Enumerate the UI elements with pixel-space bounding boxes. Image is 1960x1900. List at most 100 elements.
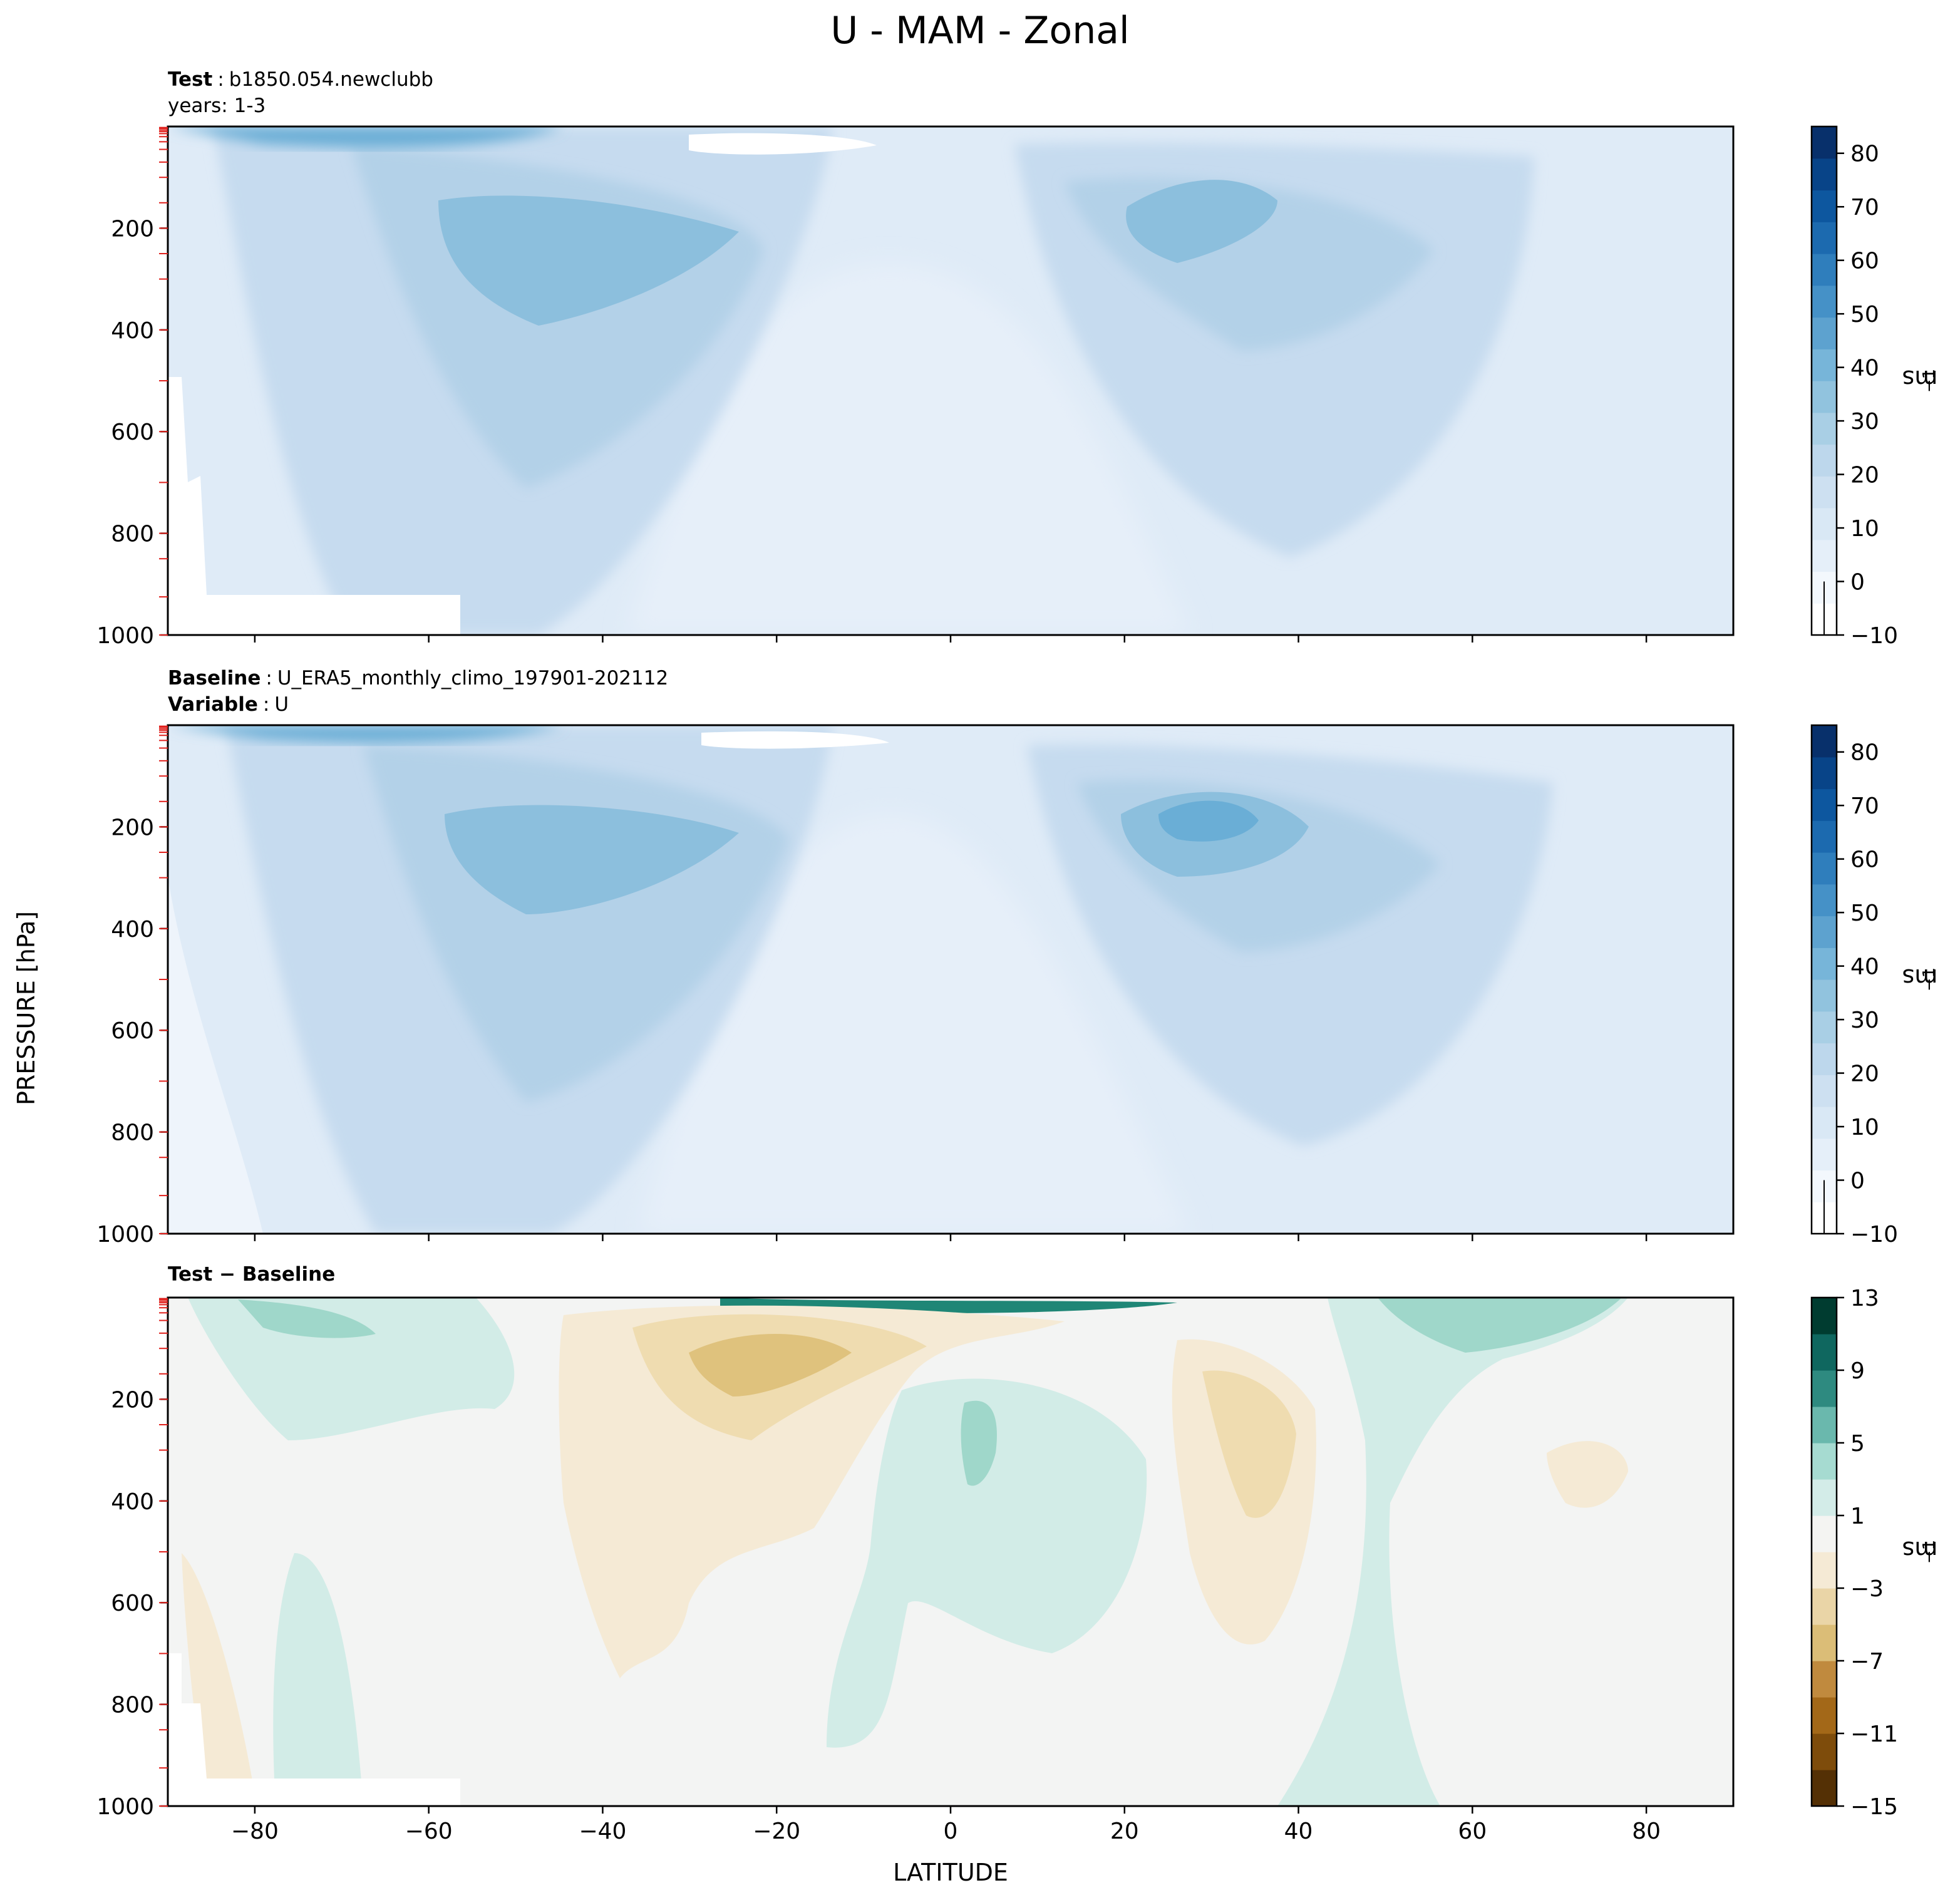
- panel-test-subtitle: Test: b1850.054.newclubb years: 1-3: [168, 66, 433, 119]
- y-tick-label: 1000: [96, 623, 154, 649]
- colorbar-test-segment: [1812, 222, 1837, 254]
- colorbar-diff-segment: [1812, 1733, 1837, 1770]
- colorbar-diff-tick-label: 1: [1850, 1504, 1865, 1529]
- x-tick-label: −20: [753, 1819, 800, 1844]
- colorbar-baseline-segment: [1812, 1043, 1837, 1075]
- colorbar-test-segment: [1812, 412, 1837, 445]
- panel-baseline-top-easterly: [701, 731, 889, 749]
- colorbar-baseline-tick-label: 0: [1850, 1169, 1865, 1194]
- colorbar-diff-segment: [1812, 1443, 1837, 1480]
- colorbar-units-baseline: ms −1: [1902, 964, 1939, 992]
- colorbar-baseline-tick-label: 40: [1850, 954, 1879, 980]
- colorbar-test-segment: [1812, 190, 1837, 222]
- panel-test-subtitle-line1: Test: b1850.054.newclubb: [168, 68, 433, 91]
- colorbar-test-tick-label: −10: [1850, 623, 1898, 649]
- panel-test-sh-jet-core: [438, 195, 739, 326]
- colorbar-test-segment: [1812, 508, 1837, 540]
- panel-test-top-easterly: [689, 133, 877, 155]
- panel-test-sh-polar-jet: [168, 126, 564, 148]
- y-tick-label: 200: [111, 216, 154, 242]
- x-tick-label: 60: [1458, 1819, 1487, 1844]
- colorbar-diff-segment: [1812, 1661, 1837, 1698]
- y-tick-label: 200: [111, 1387, 154, 1413]
- colorbar-test-tick-label: 60: [1850, 249, 1879, 274]
- colorbar-test-tick-label: 80: [1850, 142, 1879, 167]
- panel-diff-subtitle-key: Test − Baseline: [168, 1263, 336, 1286]
- panel-baseline-variable-value: U: [274, 693, 289, 716]
- y-axis-label: PRESSURE [hPa]: [13, 911, 40, 1106]
- panel-baseline-equatorial-band: [639, 814, 1190, 1234]
- colorbar-test-segment: [1812, 285, 1837, 318]
- colorbar-baseline-segment: [1812, 1075, 1837, 1107]
- panel-test-nh-jet-core: [1126, 180, 1277, 263]
- y-tick-label: 600: [111, 1018, 154, 1044]
- colorbar-baseline-segment: [1812, 884, 1837, 917]
- panel-diff-pos-sh-lower: [273, 1553, 363, 1806]
- x-tick-label: −80: [231, 1819, 279, 1844]
- panel-test-subtitle-key: Test: [168, 68, 213, 91]
- colorbar-baseline-segment: [1812, 947, 1837, 980]
- colorbar-diff-segment: [1812, 1479, 1837, 1516]
- x-tick-label: 20: [1110, 1819, 1139, 1844]
- colorbar-test-segment: [1812, 158, 1837, 191]
- panel-test: [167, 125, 1735, 636]
- colorbar-baseline-segment: [1812, 852, 1837, 885]
- colorbar-baseline-segment: [1812, 725, 1837, 758]
- colorbar-baseline-tick-label: 10: [1850, 1115, 1879, 1140]
- colorbar-diff-segment: [1812, 1588, 1837, 1625]
- colorbar-baseline-segment: [1812, 1107, 1837, 1139]
- colorbar-test-tick-label: 50: [1850, 302, 1879, 328]
- y-tick-label: 800: [111, 1120, 154, 1146]
- colorbar-test-segment: [1812, 126, 1837, 159]
- colorbar-test-tick-label: 40: [1850, 356, 1879, 381]
- panel-diff-neg-sh-midlat-inner: [689, 1334, 852, 1397]
- colorbar-baseline-segment: [1812, 979, 1837, 1012]
- colorbar-baseline-tick-label: 70: [1850, 793, 1879, 819]
- panel-baseline-nh-jet-core: [1158, 800, 1259, 842]
- panel-diff-contours: [168, 1298, 1628, 1806]
- colorbar-diff-tick-label: −3: [1850, 1576, 1884, 1602]
- colorbar-diff-segment: [1812, 1697, 1837, 1734]
- colorbar-diff-frame: [1810, 1296, 1838, 1807]
- panel-diff-neg-nh-midlat-core: [1202, 1370, 1296, 1518]
- panel-diff-pos-nh-column: [1277, 1298, 1628, 1806]
- colorbar-test-tick-label: 30: [1850, 409, 1879, 435]
- colorbar-diff-segment: [1812, 1370, 1837, 1407]
- colorbar-test-segment: [1812, 254, 1837, 286]
- panel-test-subtitle-value: b1850.054.newclubb: [229, 68, 433, 91]
- panel-diff-pos-sh-upper: [188, 1298, 515, 1440]
- colorbar-baseline-segment: [1812, 788, 1837, 821]
- panel-baseline-subtitle-key: Baseline: [168, 667, 261, 689]
- panel-diff-pos-nh-core: [1378, 1298, 1622, 1353]
- panel-diff-pos-tropics: [827, 1378, 1147, 1748]
- y-tick-label: 1000: [96, 1794, 154, 1820]
- colorbar-diff-tick-label: −7: [1850, 1649, 1884, 1675]
- colorbar-test-segment: [1812, 317, 1837, 349]
- colorbar-baseline-segment: [1812, 1011, 1837, 1044]
- panel-diff-pos-sh-upper-core: [238, 1299, 376, 1338]
- panel-diff-antarctic-mask: [168, 1653, 460, 1806]
- colorbar-diff-tick-label: 9: [1850, 1358, 1865, 1384]
- colorbar-units-test: ms −1: [1902, 365, 1939, 393]
- colorbar-diff-segment: [1812, 1770, 1837, 1807]
- colorbar-baseline-tick-label: 60: [1850, 847, 1879, 873]
- panel-diff-subtitle-line1: Test − Baseline: [168, 1261, 335, 1288]
- y-tick-label: 400: [111, 1489, 154, 1515]
- colorbar-baseline-segment: [1812, 820, 1837, 853]
- colorbar-units-diff: ms −1: [1902, 1536, 1939, 1564]
- panel-diff-subtitle: Test − Baseline: [168, 1261, 335, 1288]
- y-tick-label: 600: [111, 1591, 154, 1616]
- panel-baseline-sh-polar-jet: [168, 725, 564, 743]
- colorbar-test-segment: [1812, 444, 1837, 477]
- figure-title: U - MAM - Zonal: [830, 9, 1130, 53]
- colorbar-diff-segment: [1812, 1334, 1837, 1371]
- colorbar-test-tick-label: 10: [1850, 516, 1879, 542]
- panel-diff: [167, 1296, 1735, 1807]
- colorbar-diff-segment: [1812, 1515, 1837, 1552]
- colorbar-test-segment: [1812, 381, 1837, 413]
- panel-test-antarctic-mask: [168, 377, 460, 635]
- colorbar-baseline-tick-label: 80: [1850, 740, 1879, 766]
- panel-baseline-subtitle-line2: Variable: U: [168, 693, 289, 716]
